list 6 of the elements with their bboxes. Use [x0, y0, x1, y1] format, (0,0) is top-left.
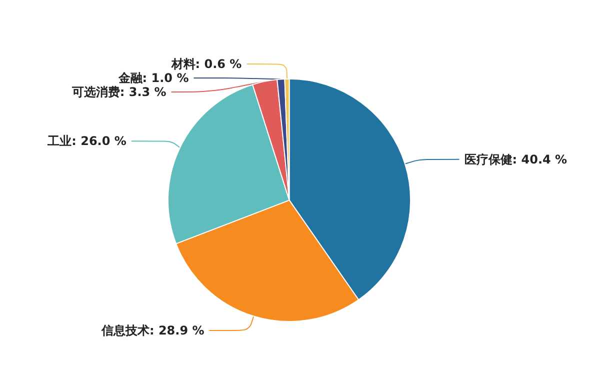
slice-label: 医疗保健: 40.4 %	[464, 152, 568, 166]
slice-label: 信息技术: 28.9 %	[100, 323, 204, 338]
slice-label: 可选消费: 3.3 %	[70, 84, 166, 99]
slice-label: 工业: 26.0 %	[46, 134, 126, 148]
slice-label: 金融: 1.0 %	[117, 70, 189, 85]
slice-label: 材料: 0.6 %	[170, 56, 242, 71]
